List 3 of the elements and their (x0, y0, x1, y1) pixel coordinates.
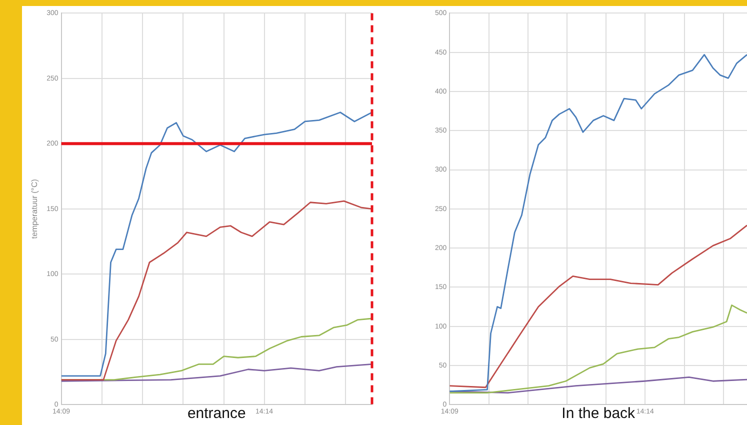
y-axis-title: temperatuur (°C) (30, 178, 40, 239)
x-axis-title: In the back (562, 405, 636, 422)
x-axis-title: entrance (187, 405, 246, 422)
